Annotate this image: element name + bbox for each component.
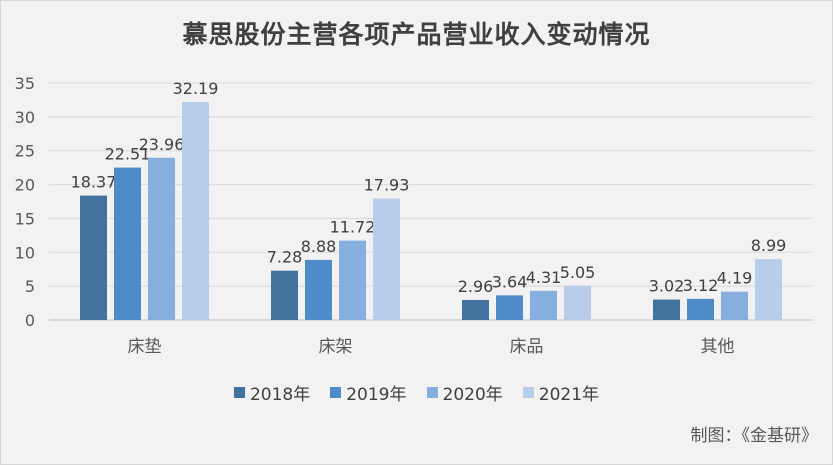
data-label: 3.12 <box>683 276 719 295</box>
bar <box>114 167 141 320</box>
data-label: 22.51 <box>105 145 151 164</box>
bar <box>305 259 332 320</box>
bar <box>687 298 714 320</box>
y-tick-label: 0 <box>25 311 35 330</box>
data-label: 8.99 <box>751 236 787 255</box>
legend-swatch-2018 <box>233 387 245 398</box>
y-tick-label: 15 <box>15 209 35 228</box>
legend-item-2020: 2020年 <box>426 380 503 405</box>
bar <box>339 240 366 320</box>
data-label: 32.19 <box>173 79 219 98</box>
y-tick-label: 5 <box>25 277 35 296</box>
bar <box>462 299 489 320</box>
bar <box>564 285 591 320</box>
legend-label-2021: 2021年 <box>538 385 600 405</box>
y-tick-label: 25 <box>15 142 35 161</box>
legend-item-2021: 2021年 <box>522 380 600 405</box>
data-label: 8.88 <box>301 237 337 256</box>
legend-swatch-2021 <box>522 387 534 398</box>
legend-item-2019: 2019年 <box>330 380 407 405</box>
y-tick-label: 30 <box>15 108 35 127</box>
x-tick-label: 床架 <box>319 337 353 357</box>
data-label: 17.93 <box>364 176 410 195</box>
bar <box>148 157 175 320</box>
data-label: 23.96 <box>139 135 185 154</box>
y-tick-label: 20 <box>15 176 35 195</box>
legend-label-2019: 2019年 <box>346 385 407 405</box>
data-label: 5.05 <box>560 263 596 282</box>
data-label: 3.02 <box>649 277 685 296</box>
data-label: 18.37 <box>71 173 117 192</box>
data-label: 3.64 <box>492 272 528 291</box>
bar <box>496 295 523 320</box>
data-label: 4.31 <box>526 268 562 287</box>
bar <box>755 259 782 320</box>
bar <box>373 198 400 320</box>
data-label: 11.72 <box>330 218 376 237</box>
bar <box>653 299 680 320</box>
x-tick-label: 其他 <box>701 337 735 357</box>
chart-credit: 制图：《金基研》 <box>690 426 819 446</box>
data-label: 4.19 <box>717 269 753 288</box>
bar <box>721 291 748 320</box>
bar <box>530 290 557 320</box>
legend-swatch-2020 <box>426 387 438 398</box>
y-tick-label: 35 <box>15 74 35 93</box>
data-label: 2.96 <box>458 277 494 296</box>
y-tick-label: 10 <box>15 243 35 262</box>
x-tick-label: 床垫 <box>128 337 162 357</box>
x-tick-label: 床品 <box>510 337 544 357</box>
bar <box>80 195 107 320</box>
chart-legend: 2018年 2019年 2020年 2021年 <box>1 380 832 405</box>
legend-label-2020: 2020年 <box>442 385 503 405</box>
legend-swatch-2019 <box>330 387 342 398</box>
bar <box>182 102 209 321</box>
legend-label-2018: 2018年 <box>249 385 311 405</box>
chart-title: 慕思股份主营各项产品营业收入变动情况 <box>182 20 651 49</box>
data-label: 7.28 <box>267 248 303 267</box>
legend-item-2018: 2018年 <box>233 380 311 405</box>
bar <box>271 270 298 320</box>
